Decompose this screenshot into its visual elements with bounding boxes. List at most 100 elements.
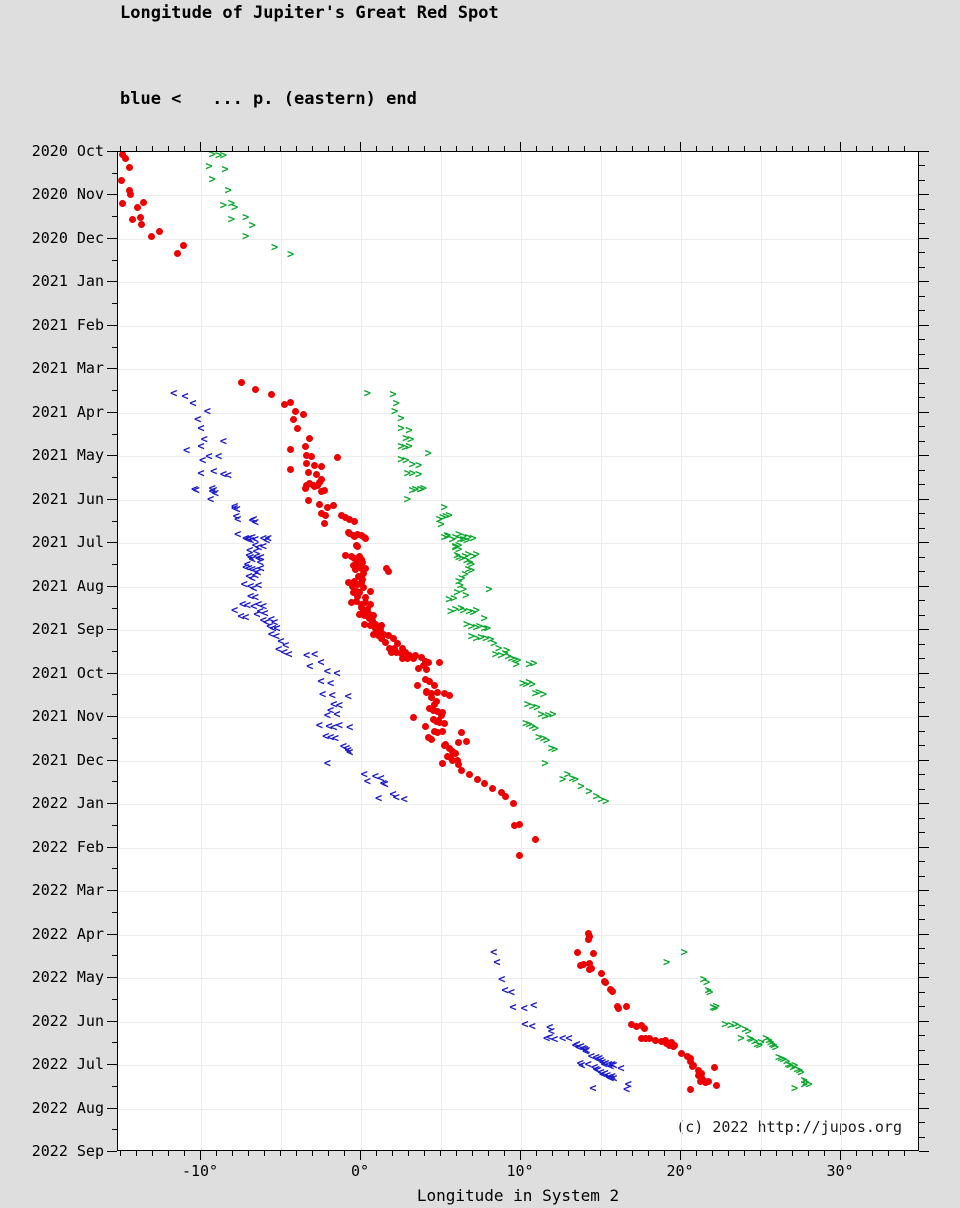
data-point-p-end: < <box>219 467 227 482</box>
data-point-p-end: < <box>234 526 242 541</box>
data-point-centre <box>320 520 328 528</box>
data-point-centre <box>585 933 593 941</box>
data-point-p-end: < <box>521 1017 529 1032</box>
x-axis-tick-top <box>344 146 345 151</box>
data-point-centre <box>515 851 523 859</box>
data-point-p-end: < <box>242 530 250 545</box>
data-point-p-end: < <box>277 634 285 649</box>
x-axis-tick-top <box>328 146 329 151</box>
plot-area: (c) 2022 http://jupos.org < < < < < < < < < < < < < <… <box>117 151 919 1151</box>
y-axis-minor-tick-right <box>919 484 925 486</box>
data-point-f-end: > <box>797 1064 805 1079</box>
copyright-text: (c) 2022 http://jupos.org <box>676 1118 902 1136</box>
data-point-f-end: > <box>534 684 543 699</box>
data-point-centre <box>687 1085 695 1093</box>
data-point-p-end: < <box>230 603 239 618</box>
y-axis-tick <box>107 411 117 413</box>
x-axis-tick <box>712 1151 713 1156</box>
data-point-centre <box>615 1004 623 1012</box>
data-point-p-end: < <box>546 1019 554 1034</box>
x-axis-tick <box>200 1151 201 1160</box>
data-point-p-end: < <box>592 1049 600 1064</box>
data-point-centre <box>362 564 370 572</box>
data-point-p-end: < <box>181 388 189 403</box>
x-axis-tick-top <box>616 146 617 151</box>
y-axis-label: 2020 Dec <box>31 228 104 247</box>
data-point-centre <box>369 630 377 638</box>
gridline-vertical <box>761 152 762 1150</box>
data-point-f-end: > <box>721 1017 729 1032</box>
data-point-centre <box>434 689 442 697</box>
data-point-p-end: < <box>230 500 239 515</box>
data-point-f-end: > <box>397 410 405 425</box>
data-point-f-end: > <box>779 1051 787 1066</box>
data-point-f-end: > <box>541 708 549 723</box>
data-point-p-end: < <box>269 620 277 635</box>
data-point-centre <box>315 479 323 487</box>
data-point-f-end: > <box>454 542 463 557</box>
data-point-p-end: < <box>602 1055 610 1070</box>
x-axis-tick-top <box>312 146 313 151</box>
data-point-p-end: < <box>381 777 389 792</box>
y-axis-label: 2022 Jun <box>31 1011 104 1030</box>
gridline-horizontal <box>118 1065 918 1067</box>
y-axis-minor-tick-right <box>919 469 925 471</box>
data-point-centre <box>440 720 448 728</box>
data-point-p-end: < <box>230 498 239 513</box>
y-axis-label: 2022 Mar <box>31 881 104 900</box>
data-point-f-end: > <box>771 1039 779 1054</box>
gridline-vertical <box>281 152 282 1150</box>
y-axis-minor-tick-right <box>919 397 925 399</box>
data-point-centre <box>377 621 385 629</box>
data-point-centre <box>497 789 505 797</box>
data-point-centre <box>378 635 386 643</box>
data-point-p-end: < <box>270 615 279 630</box>
data-point-p-end: < <box>315 718 323 733</box>
x-axis-tick-top <box>632 146 633 151</box>
data-point-centre <box>351 565 359 573</box>
data-point-p-end: < <box>243 557 251 572</box>
y-axis-label: 2021 May <box>31 446 104 465</box>
data-point-p-end: < <box>251 568 259 583</box>
data-point-centre <box>427 694 435 702</box>
data-point-f-end: > <box>402 430 410 445</box>
data-point-p-end: < <box>251 538 259 553</box>
x-axis-label: 0° <box>350 1162 370 1180</box>
y-axis-label: 2021 Nov <box>31 707 104 726</box>
data-point-p-end: < <box>208 484 216 499</box>
data-point-centre <box>640 1024 648 1032</box>
y-axis-minor-tick-right <box>919 1136 925 1138</box>
data-point-p-end: < <box>251 590 259 605</box>
data-point-p-end: < <box>594 1063 602 1078</box>
data-point-f-end: > <box>440 500 448 515</box>
data-point-f-end: > <box>563 767 571 782</box>
x-axis-tick-top <box>456 146 457 151</box>
data-point-f-end: > <box>411 481 419 496</box>
data-point-f-end: > <box>525 717 533 732</box>
data-point-p-end: < <box>610 1058 618 1073</box>
data-point-f-end: > <box>472 602 480 617</box>
data-point-f-end: > <box>789 1059 797 1074</box>
y-axis-label: 2021 Jun <box>31 489 104 508</box>
data-point-p-end: < <box>590 1060 599 1075</box>
x-axis-tick-top <box>680 142 681 151</box>
x-axis-tick-top <box>712 146 713 151</box>
gridline-vertical <box>681 152 682 1150</box>
data-point-p-end: < <box>323 664 331 679</box>
x-axis-tick <box>504 1151 505 1156</box>
data-point-p-end: < <box>574 1039 583 1054</box>
data-point-f-end: > <box>408 483 416 498</box>
data-point-p-end: < <box>587 1048 595 1063</box>
y-axis-label: 2021 Oct <box>31 663 104 682</box>
x-axis-label: 20° <box>666 1162 694 1180</box>
y-axis-tick-right <box>919 368 929 370</box>
y-axis-label: 2021 Sep <box>31 620 104 639</box>
data-point-f-end: > <box>467 618 475 633</box>
data-point-p-end: < <box>507 984 515 999</box>
data-point-p-end: < <box>250 598 258 613</box>
y-axis-minor-tick-right <box>919 426 925 428</box>
data-point-f-end: > <box>442 508 450 523</box>
data-point-p-end: < <box>254 578 263 593</box>
data-point-p-end: < <box>547 1024 555 1039</box>
data-point-centre <box>367 622 375 630</box>
